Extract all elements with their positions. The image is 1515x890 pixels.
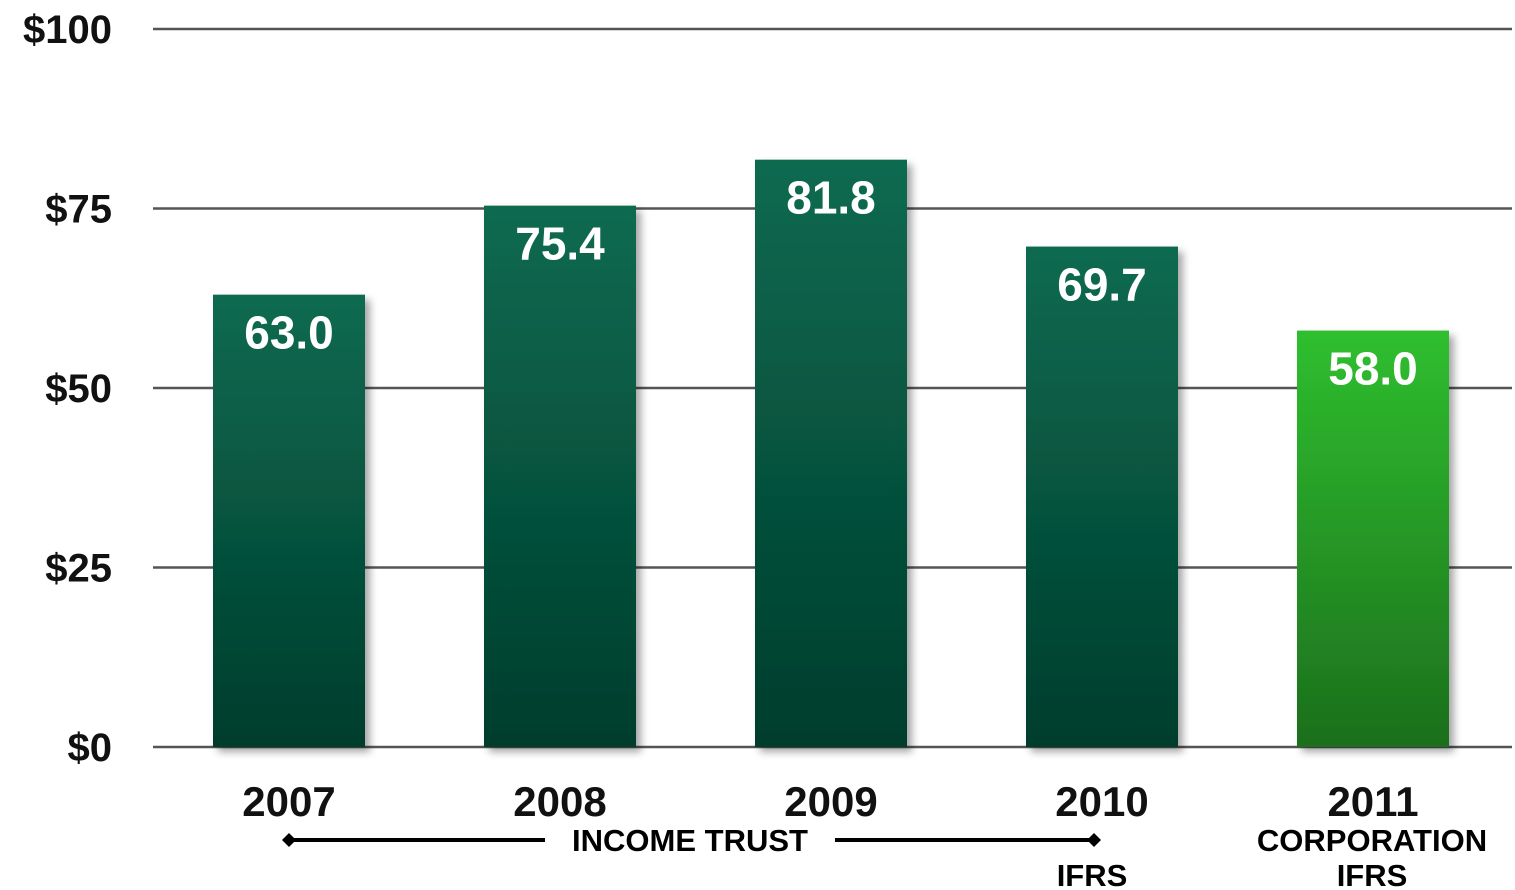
bar-2008 <box>484 205 636 748</box>
x-axis: 2007 2008 2009 2010 2011 <box>242 778 1418 825</box>
data-label-2010: 69.7 <box>1057 259 1147 311</box>
x-tick-label-2011: 2011 <box>1327 778 1418 825</box>
y-tick-label: $100 <box>23 8 112 52</box>
corporation-label: CORPORATION <box>1257 823 1487 858</box>
bar-2007 <box>213 294 365 747</box>
bracket-right-diamond <box>1087 833 1101 847</box>
bar-2011 <box>1297 330 1449 747</box>
data-label-2007: 63.0 <box>244 307 334 359</box>
ifrs-2010-label: IFRS <box>1057 858 1128 890</box>
period-annotations: INCOME TRUST IFRS CORPORATION IFRS <box>282 823 1487 890</box>
bar-2009 <box>755 159 907 747</box>
y-tick-label: $75 <box>45 188 112 232</box>
data-labels: 63.0 75.4 81.8 69.7 58.0 <box>244 172 1418 395</box>
y-tick-label: $0 <box>68 726 113 770</box>
data-label-2009: 81.8 <box>786 172 876 224</box>
data-label-2008: 75.4 <box>515 218 605 270</box>
y-tick-label: $50 <box>45 367 112 411</box>
ifrs-2011-label: IFRS <box>1337 858 1408 890</box>
income-trust-label: INCOME TRUST <box>572 823 808 858</box>
x-tick-label-2008: 2008 <box>513 778 606 825</box>
x-tick-label-2009: 2009 <box>784 778 877 825</box>
y-tick-label: $25 <box>45 547 112 591</box>
data-label-2011: 58.0 <box>1328 343 1418 395</box>
bars <box>213 159 1449 748</box>
bracket-left-diamond <box>282 833 296 847</box>
y-axis: $0 $25 $50 $75 $100 <box>23 8 112 770</box>
x-tick-label-2010: 2010 <box>1055 778 1148 825</box>
bar-2010 <box>1026 246 1178 747</box>
x-tick-label-2007: 2007 <box>242 778 335 825</box>
